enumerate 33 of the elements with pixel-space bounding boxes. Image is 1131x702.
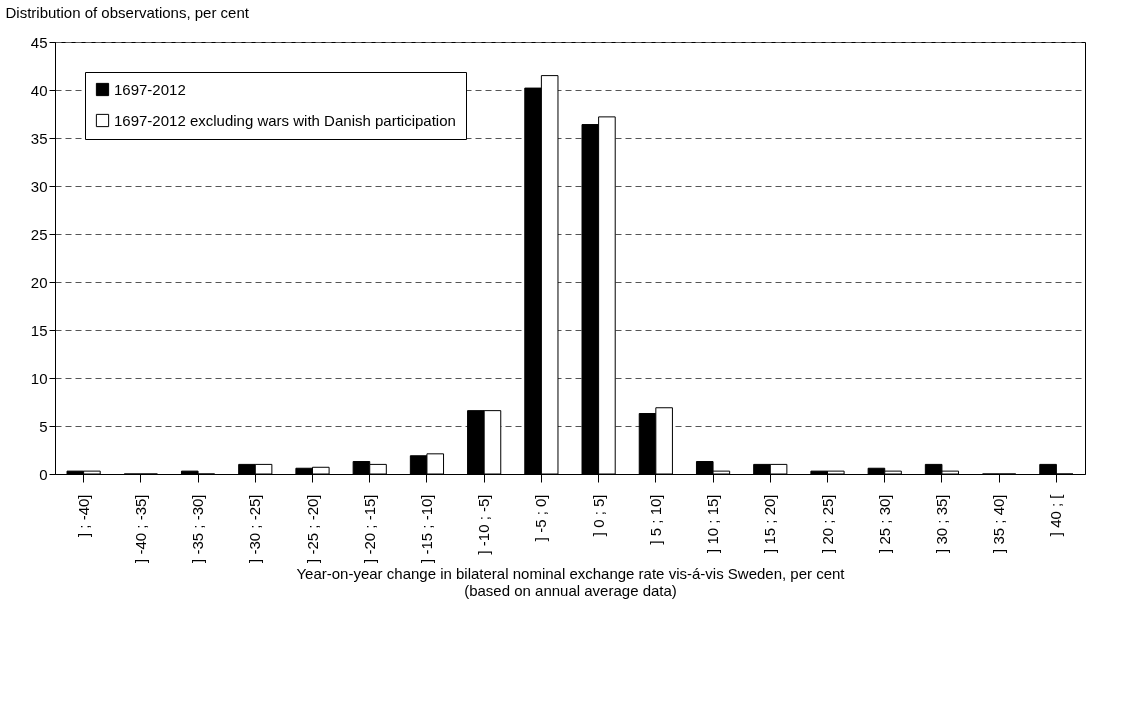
x-tick-label: ] -15 ; -10] bbox=[417, 494, 435, 563]
x-tick-label: ] 15 ; 20] bbox=[761, 494, 779, 553]
x-axis-title: Year-on-year change in bilateral nominal exchange rate vis-á-vis Sweden, per cent bbox=[296, 564, 846, 582]
x-tick-label: ] 25 ; 30] bbox=[875, 494, 893, 553]
x-tick-label: ] -10 ; -5] bbox=[475, 494, 493, 555]
legend-label: 1697-2012 bbox=[114, 80, 186, 98]
x-tick-label: ] -35 ; -30] bbox=[189, 494, 207, 563]
x-tick-label: ] 20 ; 25] bbox=[818, 494, 836, 553]
x-tick-label: ] -20 ; -15] bbox=[360, 494, 378, 563]
x-tick-label: ] 5 ; 10] bbox=[646, 494, 664, 545]
x-tick-label: ] -25 ; -20] bbox=[303, 494, 321, 563]
x-tick-label: ] -5 ; 0] bbox=[532, 494, 550, 542]
x-tick-label: ] 10 ; 15] bbox=[704, 494, 722, 553]
x-tick-label: ] -40 ; -35] bbox=[131, 494, 149, 563]
y-tick-label: 45 bbox=[30, 33, 48, 51]
x-tick-label: ] 0 ; 5] bbox=[589, 494, 607, 537]
y-axis-title: Distribution of observations, per cent bbox=[5, 3, 250, 21]
y-tick-label: 15 bbox=[30, 321, 48, 339]
y-tick-label: 10 bbox=[30, 369, 48, 387]
y-tick-label: 30 bbox=[30, 177, 48, 195]
legend-label: 1697-2012 excluding wars with Danish participation bbox=[114, 111, 456, 129]
y-tick-label: 0 bbox=[39, 465, 48, 483]
y-tick-label: 20 bbox=[30, 273, 48, 291]
x-tick-label: ] 30 ; 35] bbox=[932, 494, 950, 553]
x-tick-label: ] 40 ; [ bbox=[1047, 493, 1065, 537]
text: (based on annual average data) bbox=[464, 581, 677, 599]
y-tick-label: 25 bbox=[30, 225, 48, 243]
y-tick-label: 35 bbox=[30, 129, 48, 147]
y-tick-label: 5 bbox=[39, 417, 48, 435]
y-tick-label: 40 bbox=[30, 81, 48, 99]
x-tick-label: ] 35 ; 40] bbox=[990, 494, 1008, 553]
x-tick-label: ] -30 ; -25] bbox=[246, 494, 264, 563]
x-tick-label: ] ; -40] bbox=[74, 494, 92, 538]
